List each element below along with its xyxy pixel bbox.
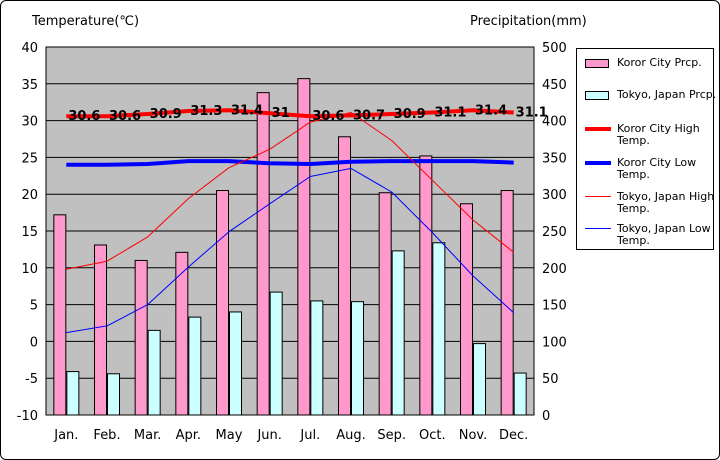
data-label-koror-high: 30.6 [68,109,100,124]
bar-tokyo-prcp [473,343,486,416]
right-tick-label: 0 [542,409,550,424]
data-label-koror-high: 31.4 [475,103,507,118]
bar-tokyo-prcp [391,250,405,416]
legend-label: Koror City Prcp. [617,56,702,69]
bar-koror-prcp [94,244,107,416]
right-tick-label: 400 [542,115,567,130]
data-label-koror-high: 31.1 [516,106,548,121]
legend-swatch-koror-prcp [585,59,609,68]
bar-tokyo-prcp [513,372,527,416]
bar-tokyo-prcp [269,291,283,416]
right-tick-label: 500 [542,41,567,56]
x-tick-label: Jul. [299,428,320,443]
right-tick-label: 50 [542,372,559,387]
data-label-koror-high: 30.9 [150,107,182,122]
legend-swatch-koror-high [585,127,611,131]
x-tick-label: Mar. [134,428,161,443]
left-tick-label: 5 [30,299,38,314]
legend-label: Koror City Low Temp. [617,156,697,181]
left-tick-label: 20 [21,188,38,203]
bar-tokyo-prcp [351,301,364,416]
right-tick-label: 150 [542,299,567,314]
bar-tokyo-prcp [310,300,324,416]
bar-koror-prcp [53,214,67,416]
left-axis-title: Temperature(℃) [32,14,140,29]
bar-tokyo-prcp [66,371,80,416]
legend-swatch-tokyo-low [585,228,611,229]
legend: Koror City Prcp. Tokyo, Japan Prcp. Koro… [576,48,717,250]
legend-label: Koror City High Temp. [617,122,700,147]
data-label-koror-high: 31 [272,106,290,121]
left-tick-label: 15 [21,225,38,240]
left-tick-label: 0 [30,335,38,350]
x-tick-label: Jan. [53,428,78,443]
bar-koror-prcp [460,203,473,416]
bar-koror-prcp [216,190,229,416]
right-tick-label: 100 [542,335,567,350]
line-koror-low [66,159,514,167]
x-tick-label: Apr. [176,428,201,443]
right-tick-label: 450 [542,78,567,93]
legend-label: Tokyo, Japan Prcp. [617,88,717,101]
data-label-koror-high: 31.1 [434,106,466,121]
left-tick-label: 30 [21,115,38,130]
x-tick-label: Aug. [336,428,366,443]
left-tick-label: -10 [17,409,38,424]
right-tick-label: 250 [542,225,567,240]
left-tick-label: 25 [21,151,38,166]
bar-tokyo-prcp [432,242,446,416]
bar-koror-prcp [134,259,148,416]
right-tick-label: 350 [542,151,567,166]
x-tick-label: May [216,428,243,443]
right-axis-title: Precipitation(mm) [470,14,587,29]
legend-label: Tokyo, Japan High Temp. [617,190,715,215]
line-tokyo-high [66,112,515,270]
data-label-koror-high: 30.9 [394,107,426,122]
x-tick-label: Oct. [419,428,446,443]
right-tick-label: 200 [542,262,567,277]
x-tick-label: Jun. [256,428,281,443]
left-tick-label: -5 [25,372,38,387]
bar-tokyo-prcp [188,316,202,416]
left-tick-label: 10 [21,262,38,277]
legend-swatch-tokyo-high [585,196,611,197]
x-tick-label: Dec. [499,428,528,443]
bar-tokyo-prcp [107,373,120,416]
bar-koror-prcp [338,136,351,416]
data-label-koror-high: 30.6 [109,109,141,124]
bar-tokyo-prcp [229,311,242,416]
data-label-koror-high: 31.4 [231,103,263,118]
line-koror-high [66,108,514,119]
legend-swatch-tokyo-prcp [585,91,609,100]
left-tick-label: 40 [21,41,38,56]
x-tick-label: Sep. [377,428,406,443]
x-tick-label: Nov. [459,428,488,443]
legend-label: Tokyo, Japan Low Temp. [617,222,711,247]
data-label-koror-high: 31.3 [190,104,222,119]
plot-border [45,46,535,416]
left-tick-label: 35 [21,78,38,93]
data-label-koror-high: 30.7 [353,108,385,123]
right-tick-label: 300 [542,188,567,203]
bar-koror-prcp [378,192,392,416]
bar-koror-prcp [419,155,433,416]
bar-tokyo-prcp [147,329,161,416]
x-tick-label: Feb. [93,428,120,443]
legend-swatch-koror-low [585,161,611,165]
data-label-koror-high: 30.6 [312,109,344,124]
line-tokyo-low [66,167,515,334]
bar-koror-prcp [256,92,270,416]
